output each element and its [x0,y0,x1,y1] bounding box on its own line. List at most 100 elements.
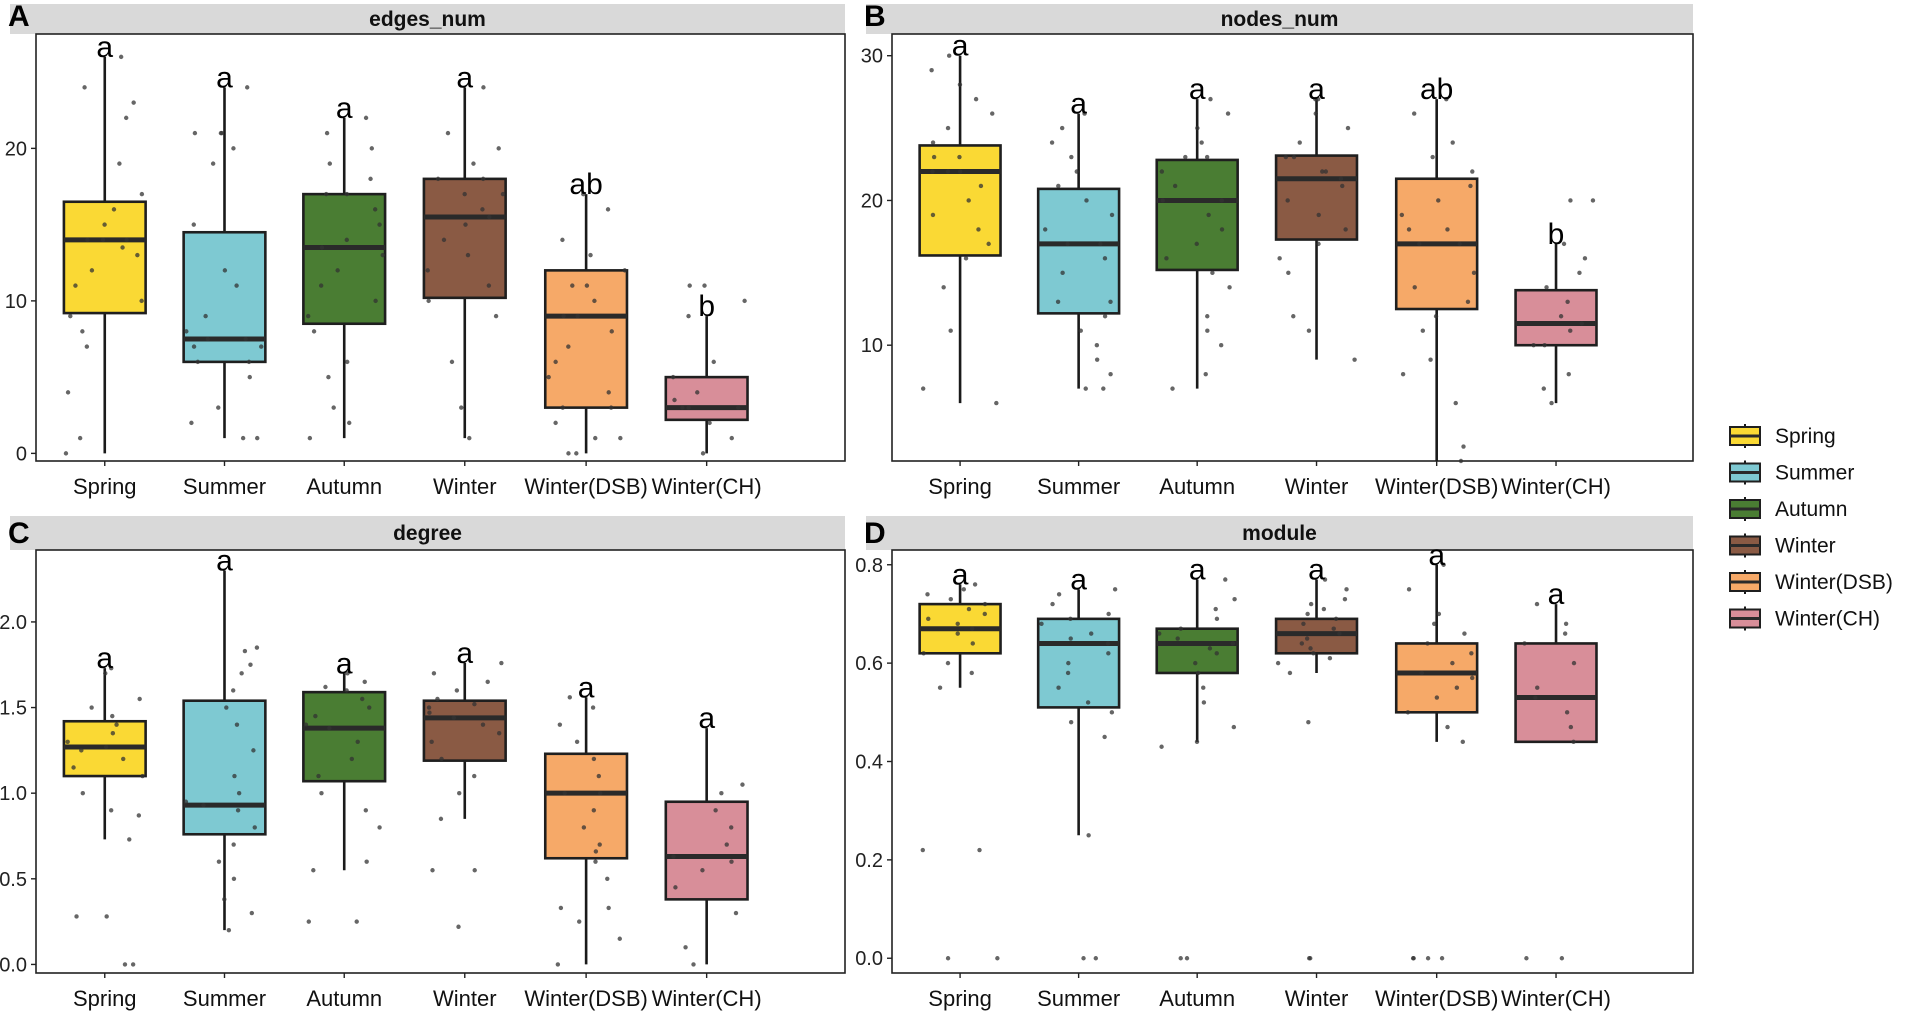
data-point [373,298,378,304]
x-tick-label: Summer [1037,986,1120,1011]
data-point [486,283,492,288]
box-iqr [182,699,267,836]
data-point [1213,606,1218,612]
box-Autumn: a [302,647,387,924]
data-point [1214,651,1219,656]
data-point [224,705,229,710]
data-point [957,154,962,160]
box-Winter(CH): b [1514,198,1598,406]
significance-label: a [952,30,969,63]
data-point [1059,125,1065,131]
data-point [327,725,332,731]
data-point [354,919,359,924]
data-point [978,183,984,189]
y-tick-label: 30 [861,46,883,68]
panel-tag: A [8,0,30,33]
data-point [557,722,563,727]
data-point [931,154,937,160]
data-point [120,245,125,250]
data-point [123,115,129,121]
box-Winter(DSB): ab [543,168,629,456]
data-point [920,386,926,391]
data-point [1306,719,1311,725]
data-point [596,773,602,779]
panel-strip [866,516,1693,550]
data-point [349,756,355,762]
data-point [216,405,221,410]
data-point [1112,587,1118,592]
data-point [593,849,599,854]
data-point [1434,695,1440,700]
data-point [63,451,69,456]
panel-frame [891,549,1694,974]
data-point [605,207,611,212]
data-point [1301,621,1306,626]
data-point [74,914,79,919]
data-point [945,660,951,666]
data-point [111,207,117,212]
data-point [590,705,596,710]
x-tick-label: Winter [1285,986,1349,1011]
data-point [252,825,257,830]
data-point [459,405,464,410]
panel-strip [10,4,845,34]
data-point [311,868,316,873]
y-tick-label: 0.8 [855,555,883,577]
data-point [122,962,128,967]
significance-label: a [1070,88,1087,121]
data-point [1313,111,1318,116]
data-point [972,582,978,587]
data-point [1568,328,1573,333]
data-point [331,405,336,410]
data-point [561,313,566,319]
data-point [1558,314,1564,319]
y-tick-label: 0.0 [855,948,883,970]
data-point [948,328,953,333]
data-point [609,329,614,334]
data-point [1533,695,1538,700]
data-point [1184,956,1190,961]
data-point [581,825,587,830]
data-point [973,96,979,102]
data-point [449,359,455,365]
box-iqr [1155,158,1239,272]
data-point [1056,592,1062,597]
box-Autumn: a [302,92,387,441]
data-point [574,451,579,456]
data-point [429,739,434,745]
data-point [347,420,352,426]
data-point [1195,125,1200,131]
data-point [1577,270,1582,276]
box-iqr [1274,154,1359,241]
data-point [425,268,430,273]
data-point [73,283,78,288]
data-point [948,596,954,602]
data-point [118,54,124,60]
data-point [1102,314,1108,319]
data-point [1565,299,1570,304]
data-point [377,222,382,227]
significance-label: a [1189,73,1206,106]
data-point [1183,154,1188,160]
data-point [1078,328,1083,333]
data-point [740,782,745,787]
data-point [969,670,974,676]
significance-label: a [1189,554,1206,587]
data-point [367,705,372,710]
data-point [945,956,951,961]
data-point [963,256,969,261]
data-point [1535,685,1540,690]
data-point [1232,596,1237,602]
data-point [1109,212,1115,218]
data-point [201,802,206,808]
panel-C: degree C 0.0 0.5 1.0 1.5 2.0 a Spring a Summer a Aut… [0,516,846,1011]
data-point [930,140,936,145]
data-point [372,207,378,212]
data-point [969,626,975,631]
panel-strip [866,4,1693,34]
data-point [1316,212,1321,218]
panel-tag: B [864,0,886,33]
data-point [364,859,369,864]
data-point [1204,154,1210,160]
data-point [307,435,313,441]
